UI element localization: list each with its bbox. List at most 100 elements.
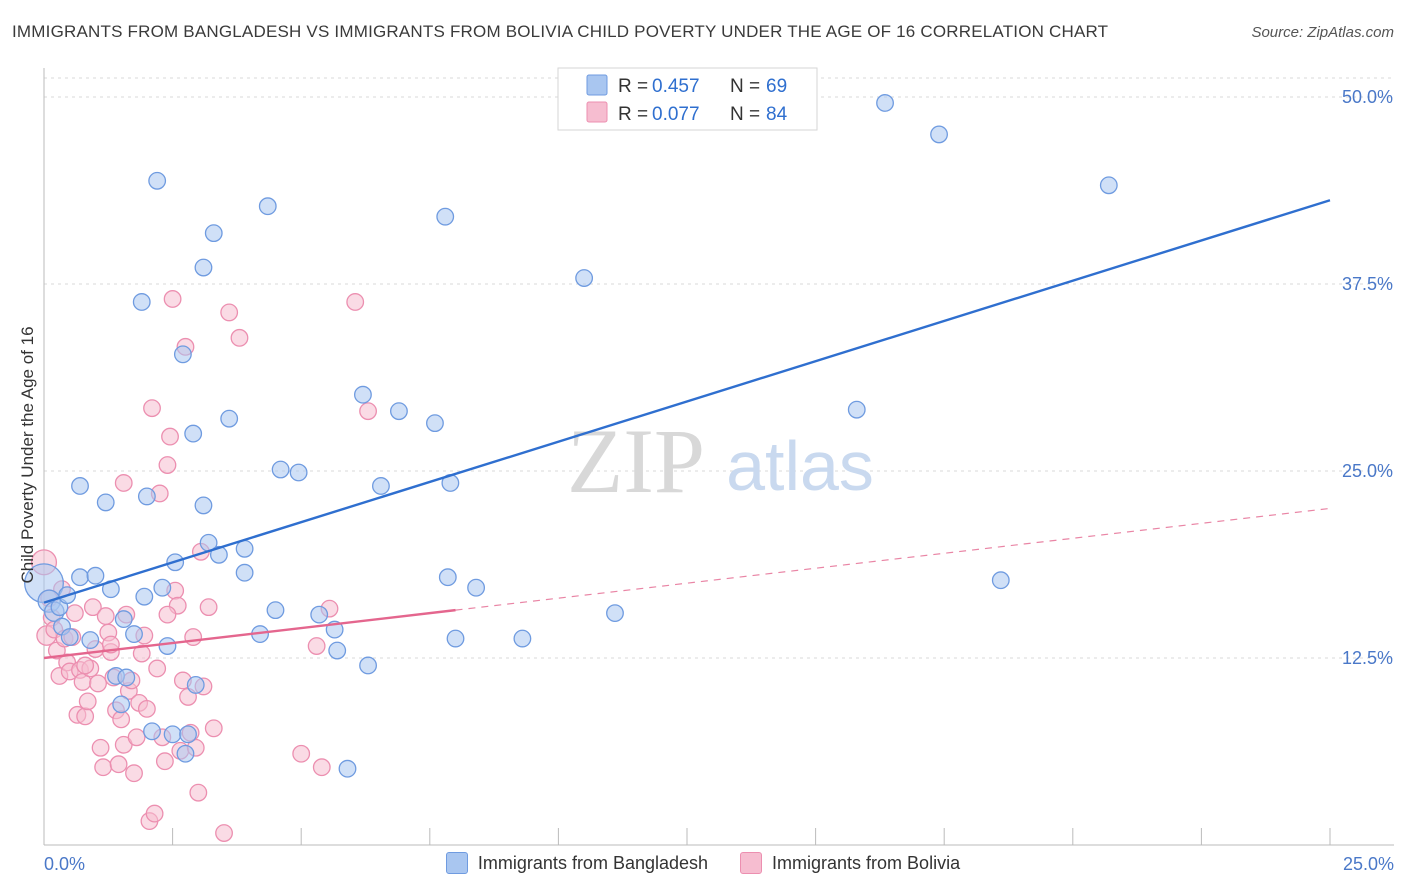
point-bangladesh-53 (426, 414, 444, 433)
y-tick-label-0: 12.5% (1342, 648, 1393, 668)
point-bangladesh-48 (338, 759, 357, 778)
legend-n-value-1: 69 (766, 76, 787, 97)
point-bolivia-67 (230, 328, 249, 347)
series-bolivia-points (30, 290, 377, 842)
point-bangladesh-8 (81, 631, 100, 649)
point-bolivia-65 (215, 824, 233, 842)
trend-lines (43, 199, 1331, 660)
point-bangladesh-47 (328, 641, 347, 660)
legend-r-value-2: 0.077 (652, 104, 700, 125)
watermark-zip: ZIP (567, 410, 705, 512)
legend-item-bangladesh: Immigrants from Bangladesh (445, 852, 708, 874)
point-bangladesh-14 (112, 695, 131, 714)
point-bangladesh-58 (467, 578, 486, 597)
point-bolivia-44 (148, 659, 167, 678)
point-bolivia-17 (78, 692, 97, 711)
point-bolivia-70 (312, 758, 331, 777)
point-bangladesh-51 (372, 477, 390, 495)
point-bolivia-12 (65, 604, 84, 623)
point-bangladesh-62 (847, 400, 866, 419)
point-bangladesh-24 (158, 637, 177, 655)
legend-n-label-1: N = (730, 76, 760, 97)
point-bangladesh-16 (117, 668, 136, 687)
watermark-atlas: atlas (726, 427, 874, 505)
y-tick-label-3: 50.0% (1342, 87, 1393, 107)
point-bolivia-35 (125, 764, 143, 783)
point-bolivia-64 (204, 719, 223, 738)
legend-swatch-bangladesh (586, 74, 608, 96)
point-bangladesh-36 (209, 545, 228, 564)
legend-n-label-2: N = (730, 104, 760, 125)
point-bangladesh-19 (135, 587, 154, 606)
point-bangladesh-33 (194, 496, 213, 515)
source-credit: Source: ZipAtlas.com (1251, 24, 1394, 41)
point-bangladesh-55 (438, 568, 457, 587)
point-bolivia-38 (132, 644, 151, 663)
point-bangladesh-65 (991, 571, 1010, 590)
point-bangladesh-57 (446, 629, 465, 648)
legend-item-bolivia: Immigrants from Bolivia (740, 852, 960, 874)
point-bolivia-63 (199, 598, 218, 617)
legend-n-value-2: 84 (766, 104, 788, 125)
point-bangladesh-30 (184, 424, 203, 443)
point-bangladesh-38 (235, 563, 254, 582)
point-bangladesh-52 (390, 402, 408, 421)
point-bolivia-21 (89, 674, 107, 693)
legend-box: R = 0.457 N = 69 R = 0.077 N = 84 (557, 67, 818, 131)
point-bangladesh-63 (876, 94, 894, 112)
point-bolivia-74 (114, 474, 133, 492)
legend-r-label-2: R = (618, 104, 648, 125)
point-bolivia-42 (143, 399, 161, 418)
point-bangladesh-22 (148, 171, 167, 190)
point-bangladesh-18 (132, 293, 151, 311)
series-bangladesh-points (24, 94, 1118, 778)
point-bangladesh-66 (1099, 176, 1118, 195)
point-bolivia-30 (112, 710, 131, 729)
legend-bottom-swatch-bolivia (740, 852, 763, 874)
x-tick-label-max: 25.0% (1343, 854, 1394, 874)
point-bangladesh-44 (289, 463, 308, 482)
point-bolivia-47 (155, 752, 174, 771)
point-bolivia-29 (109, 755, 128, 774)
point-bangladesh-49 (354, 385, 372, 404)
y-axis-label: Child Poverty Under the Age of 16 (18, 326, 37, 583)
point-bangladesh-39 (235, 539, 254, 558)
trend-line-bolivia (43, 608, 456, 660)
point-bangladesh-42 (266, 601, 285, 620)
bottom-legend: Immigrants from Bangladesh Immigrants fr… (0, 852, 1406, 874)
point-bangladesh-37 (220, 409, 239, 428)
legend-swatch-bolivia (586, 101, 608, 123)
point-bangladesh-9 (86, 566, 105, 585)
point-bolivia-68 (292, 744, 311, 763)
point-bolivia-43 (145, 804, 164, 823)
point-bangladesh-54 (436, 207, 455, 226)
legend-r-value-1: 0.457 (652, 76, 700, 97)
point-bolivia-73 (359, 402, 377, 421)
y-tick-label-2: 37.5% (1342, 274, 1393, 294)
point-bolivia-50 (163, 290, 182, 308)
point-bangladesh-59 (513, 629, 532, 648)
point-bolivia-48 (158, 456, 177, 474)
point-bolivia-24 (96, 607, 115, 626)
x-tick-label-min: 0.0% (44, 854, 85, 874)
point-bangladesh-28 (176, 744, 195, 763)
point-bangladesh-35 (204, 224, 223, 243)
point-bolivia-72 (346, 293, 365, 311)
point-bolivia-69 (307, 637, 326, 655)
point-bolivia-75 (76, 656, 95, 675)
legend-bottom-swatch-bangladesh (445, 852, 468, 874)
point-bangladesh-23 (153, 578, 172, 597)
chart-title: IMMIGRANTS FROM BANGLADESH VS IMMIGRANTS… (12, 22, 1109, 41)
trend-line-bolivia-extrapolated (455, 507, 1331, 611)
point-bangladesh-21 (143, 722, 161, 741)
point-bangladesh-60 (575, 269, 594, 287)
point-bangladesh-20 (137, 487, 156, 506)
point-bangladesh-27 (173, 345, 192, 364)
point-bangladesh-45 (310, 605, 329, 624)
x-axis (43, 68, 1394, 846)
point-bangladesh-25 (163, 725, 182, 744)
point-bangladesh-17 (125, 625, 143, 643)
point-bangladesh-32 (194, 258, 213, 277)
point-bolivia-16 (76, 707, 95, 726)
point-bangladesh-7 (71, 568, 89, 587)
